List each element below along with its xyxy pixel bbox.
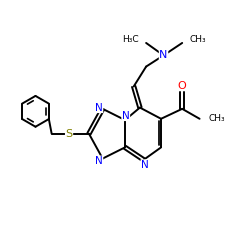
Text: N: N [95, 102, 103, 113]
Text: N: N [141, 160, 149, 170]
Text: CH₃: CH₃ [208, 114, 225, 123]
Text: H₃C: H₃C [122, 36, 139, 44]
Text: N: N [95, 156, 103, 166]
Text: N: N [122, 110, 130, 120]
Text: O: O [178, 81, 186, 91]
Text: S: S [66, 129, 73, 139]
Text: N: N [159, 50, 168, 60]
Text: CH₃: CH₃ [190, 36, 206, 44]
